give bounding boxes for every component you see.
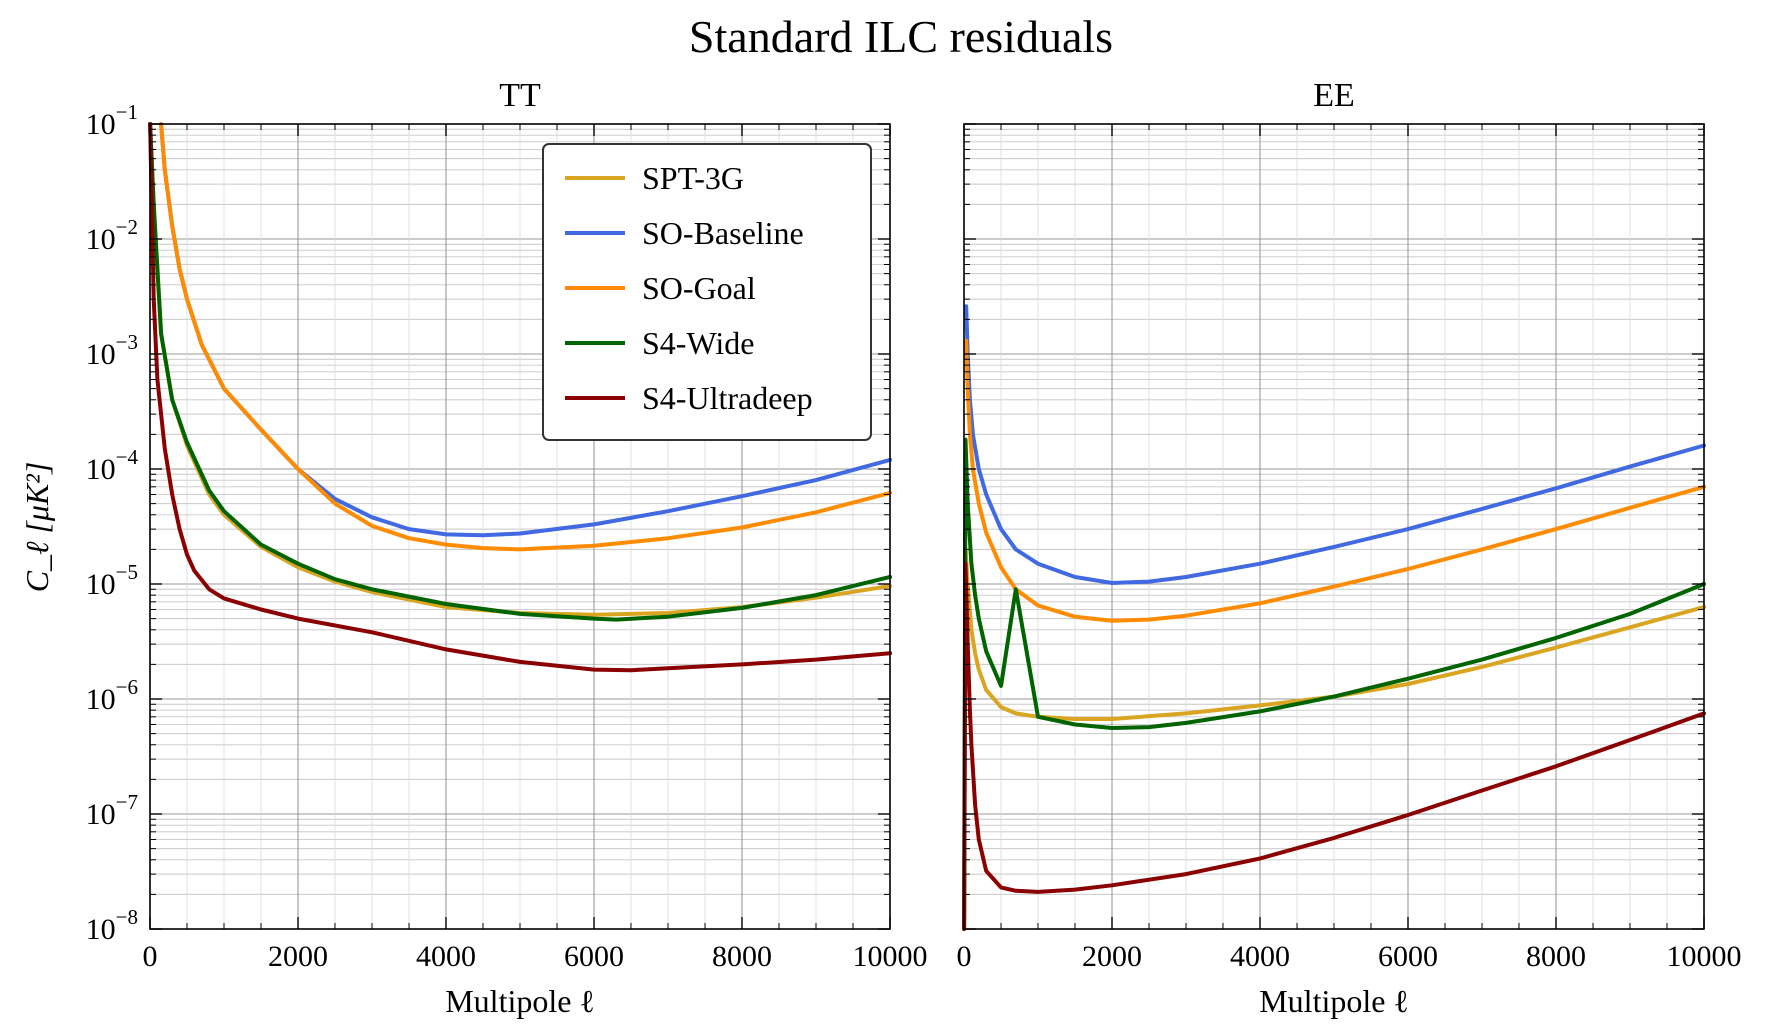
y-tick-label: 10−1 — [86, 100, 138, 141]
panel-title-ee: EE — [1313, 77, 1355, 114]
panel-title-tt: TT — [499, 77, 541, 114]
axes-frame-tt — [149, 123, 891, 930]
y-axis-label: C_ℓ [μK²] — [19, 462, 55, 593]
y-tick-label: 10−8 — [86, 905, 138, 946]
series-line-so-baseline — [964, 304, 1706, 585]
lines-ee — [962, 304, 1706, 931]
x-tick-label: 4000 — [416, 940, 476, 973]
y-tick-label: 10−2 — [86, 215, 138, 256]
ticks-ee: 0 2000 4000 6000 8000 10000 — [957, 123, 1742, 973]
figure-title: Standard ILC residuals — [689, 11, 1113, 62]
legend: SPT-3G SO-Baseline SO-Goal S4-Wide S4-Ultrad… — [542, 143, 872, 441]
series-line-spt-3g — [962, 547, 1706, 931]
series-line-s4-ultradeep — [962, 561, 1706, 931]
y-tick-label: 10−3 — [86, 330, 138, 371]
x-tick-label: 6000 — [1378, 940, 1438, 973]
legend-label-so-baseline: SO-Baseline — [642, 215, 804, 251]
x-tick-label: 4000 — [1230, 940, 1290, 973]
series-line-s4-wide — [962, 437, 1706, 931]
lines-tt — [148, 122, 892, 673]
x-axis-label-tt: Multipole ℓ — [445, 983, 595, 1019]
x-tick-label: 0 — [957, 940, 972, 973]
legend-label-spt-3g: SPT-3G — [642, 160, 744, 196]
axes-frame-ee — [963, 123, 1705, 930]
series-line-so-goal — [964, 338, 1706, 623]
series-line-s4-wide — [148, 122, 892, 622]
x-tick-label: 0 — [143, 940, 158, 973]
y-tick-label: 10−4 — [86, 445, 139, 486]
x-tick-label: 8000 — [712, 940, 772, 973]
x-axis-label-ee: Multipole ℓ — [1259, 983, 1409, 1019]
x-tick-label: 10000 — [853, 940, 928, 973]
x-tick-label: 2000 — [1082, 940, 1142, 973]
x-tick-label: 10000 — [1667, 940, 1742, 973]
panel-ee: EE 0 2000 4000 6000 8000 10000 Multipole ℓ — [957, 77, 1742, 1019]
x-tick-label: 8000 — [1526, 940, 1586, 973]
legend-label-s4-ultradeep: S4-Ultradeep — [642, 380, 813, 416]
y-tick-label: 10−5 — [86, 560, 138, 601]
legend-label-so-goal: SO-Goal — [642, 270, 756, 306]
legend-label-s4-wide: S4-Wide — [642, 325, 754, 361]
x-tick-label: 6000 — [564, 940, 624, 973]
y-tick-label: 10−7 — [86, 790, 138, 831]
panel-tt: TT 10−8 10−7 10−6 10−5 10−4 10−3 10−2 10−1 0 2000… — [19, 77, 928, 1019]
ticks-tt: 10−8 10−7 10−6 10−5 10−4 10−3 10−2 10−1 0 2000 400… — [86, 100, 928, 973]
legend-box — [542, 143, 872, 441]
series-line-so-goal — [159, 122, 892, 552]
y-tick-label: 10−6 — [86, 675, 138, 716]
grid-ee — [963, 123, 1705, 930]
series-line-s4-ultradeep — [148, 122, 892, 673]
x-tick-label: 2000 — [268, 940, 328, 973]
